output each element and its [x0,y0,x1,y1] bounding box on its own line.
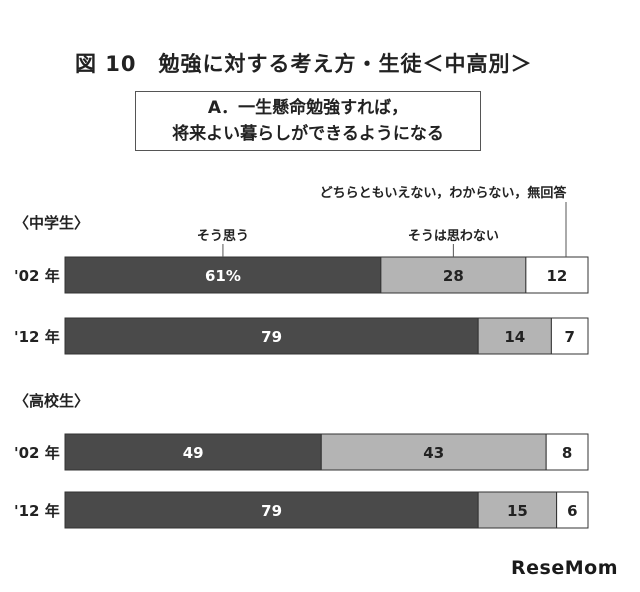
question-line-1: A．一生懸命勉強すれば， [207,98,409,118]
data-label: 79 [261,502,282,520]
row-label: '12 年 [14,502,60,520]
data-label: 49 [183,444,204,462]
bar-segment [545,433,589,471]
row-label: '02 年 [14,444,60,462]
resemom-logo: ReseMom [511,557,618,579]
chart-title: 図 10 勉強に対する考え方・生徒＜中高別＞ [75,52,533,76]
data-label: 8 [562,444,572,462]
data-label: 7 [564,328,574,346]
data-label: 79 [261,328,282,346]
data-label: 14 [504,328,525,346]
row-label: '12 年 [14,328,60,346]
data-label: 15 [507,502,528,520]
bar-segment [380,256,527,294]
question-line-2: 将来よい暮らしができるようになる [172,124,444,144]
legend-no: そうは思わない [408,229,499,244]
bar-segment [477,317,552,355]
data-label: 6 [567,502,577,520]
bar-segment [477,491,558,529]
bar-segment [64,491,479,529]
data-label: 28 [443,267,464,285]
question-box: A．一生懸命勉強すれば， 将来よい暮らしができるようになる [135,91,481,151]
legend-other: どちらともいえない，わからない，無回答 [320,185,568,201]
data-label: 61% [205,267,241,285]
legend-yes: そう思う [197,229,249,244]
bar-segment [556,491,589,529]
data-label: 12 [546,267,567,285]
bar-segment [64,433,322,471]
data-label: 43 [423,444,444,462]
bar-segment [320,433,547,471]
bar-segment [64,317,479,355]
bar-segment [525,256,589,294]
group-label: 〈高校生〉 [14,392,89,410]
group-label: 〈中学生〉 [14,214,89,232]
row-label: '02 年 [14,267,60,285]
bar-segment [550,317,589,355]
